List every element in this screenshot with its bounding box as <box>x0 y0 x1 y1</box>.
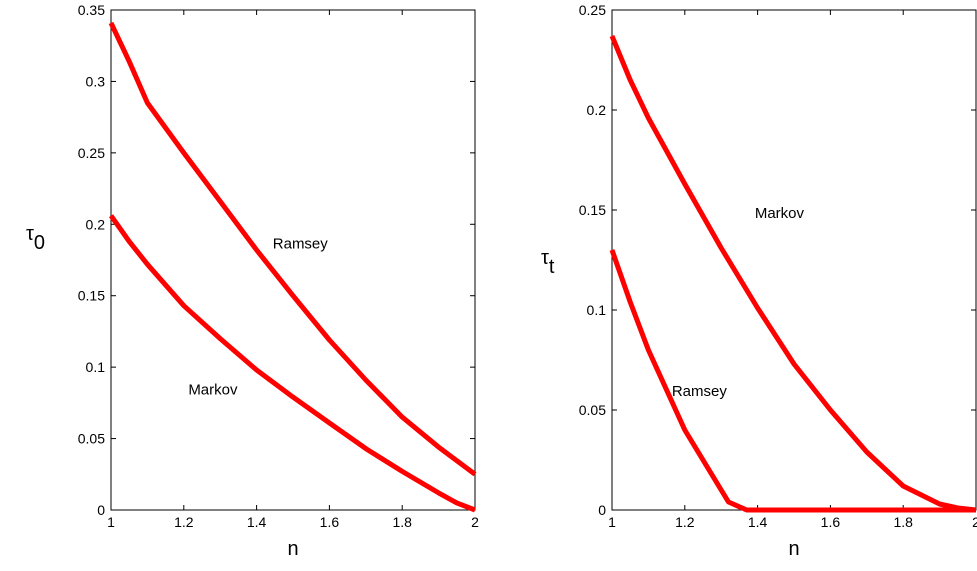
series-line-ramsey <box>108 21 477 477</box>
x-tick-label: 1.6 <box>320 514 340 530</box>
x-tick-label: 2 <box>972 514 977 530</box>
x-tick-label: 1.8 <box>392 514 412 530</box>
y-axis-label: τt <box>541 247 555 278</box>
x-tick-label: 1.4 <box>748 514 768 530</box>
x-axis-label: n <box>287 538 298 560</box>
y-tick-label: 0.2 <box>587 102 607 118</box>
x-tick-label: 1.2 <box>174 514 194 530</box>
series-line-markov <box>108 214 476 513</box>
y-axis-label-subscript: 0 <box>34 232 45 254</box>
annotation-ramsey: Ramsey <box>273 236 329 253</box>
series-line-ramsey <box>609 249 976 513</box>
y-tick-label: 0 <box>97 502 105 518</box>
x-tick-label: 1 <box>107 514 115 530</box>
y-axis-label-subscript: t <box>549 256 555 278</box>
x-tick-label: 1.2 <box>675 514 695 530</box>
x-tick-label: 1 <box>608 514 616 530</box>
y-tick-label: 0.05 <box>579 402 606 418</box>
y-tick-label: 0.3 <box>86 73 106 89</box>
chart-panel-1: 1 1.2 1.4 1.6 1.8 2 0 0.05 0.1 0.15 0.2 0.25 0.3 0.35… <box>26 2 479 560</box>
y-tick-label: 0.35 <box>78 2 105 18</box>
y-tick-label: 0.25 <box>78 145 105 161</box>
y-tick-label: 0.25 <box>579 2 606 18</box>
plot-frame <box>611 9 977 511</box>
x-tick-label: 1.6 <box>821 514 841 530</box>
y-tick-label: 0.2 <box>86 216 106 232</box>
y-axis-label: τ0 <box>26 223 45 254</box>
annotation-ramsey: Ramsey <box>672 383 728 400</box>
x-tick-label: 1.4 <box>247 514 267 530</box>
x-tick-label: 2 <box>471 514 479 530</box>
x-tick-label: 1.8 <box>893 514 913 530</box>
y-tick-label: 0.1 <box>587 302 607 318</box>
y-tick-label: 0.05 <box>78 431 105 447</box>
annotation-markov: Markov <box>188 381 238 398</box>
y-tick-label: 0.1 <box>86 359 106 375</box>
y-tick-label: 0 <box>598 502 606 518</box>
annotation-markov: Markov <box>755 205 805 222</box>
y-tick-label: 0.15 <box>78 288 105 304</box>
chart-panel-2: 1 1.2 1.4 1.6 1.8 2 0 0.05 0.1 0.15 0.2 0.25 n τt Mark… <box>541 2 977 560</box>
x-axis-label: n <box>788 538 799 560</box>
y-tick-label: 0.15 <box>579 202 606 218</box>
series-line-markov <box>609 35 977 513</box>
